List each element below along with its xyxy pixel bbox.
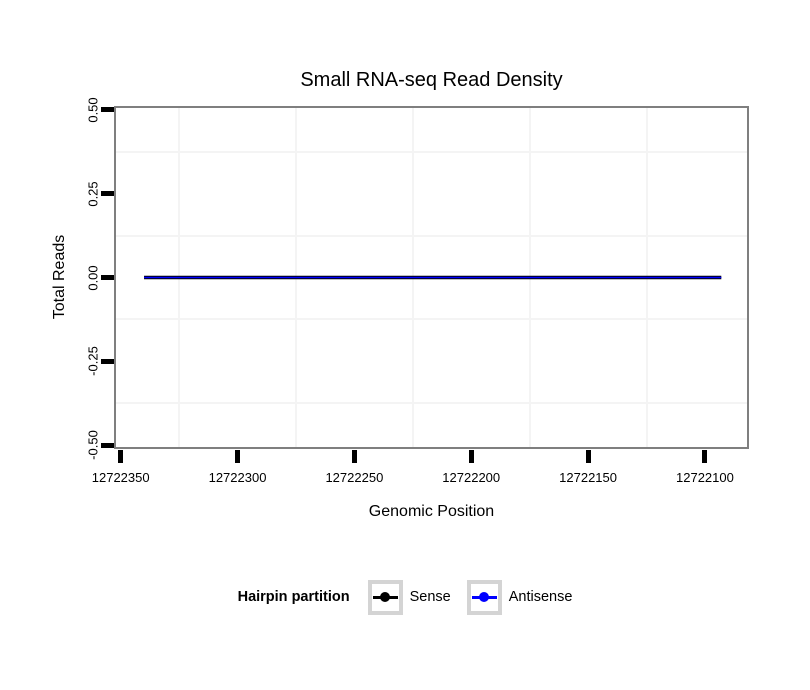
y-tick-label: -0.50: [85, 430, 101, 461]
x-tick-mark: [702, 450, 708, 463]
x-tick-mark: [468, 450, 474, 463]
legend-label: Sense: [409, 589, 451, 605]
legend-item-sense: Sense: [367, 579, 451, 615]
legend-key-sense: [367, 579, 403, 615]
x-tick-label: 12722150: [559, 470, 617, 485]
x-tick-label: 12722250: [325, 470, 384, 485]
y-tick-mark: [101, 107, 114, 113]
y-tick-label: 0.50: [85, 97, 101, 123]
y-tick-mark: [101, 358, 114, 364]
x-tick-label: 12722350: [91, 470, 150, 485]
y-tick-mark: [101, 191, 114, 197]
legend-key-dot: [479, 592, 490, 602]
legend-key-antisense: [466, 579, 502, 615]
minor-gridline-horizontal: [116, 318, 747, 321]
x-tick-label: 12722100: [676, 470, 734, 485]
y-tick-mark: [101, 275, 114, 280]
y-tick-label: -0.25: [85, 346, 101, 377]
series-plot: [144, 275, 722, 280]
y-tick-label: 0.25: [85, 180, 101, 207]
x-tick-mark: [585, 450, 591, 463]
minor-gridline-horizontal: [116, 234, 747, 237]
legend-item-antisense: Antisense: [466, 579, 573, 615]
legend-items: Sense Antisense: [367, 579, 573, 615]
y-tick-mark: [101, 442, 114, 448]
minor-gridline-horizontal: [116, 402, 747, 405]
x-tick-label: 12722200: [442, 470, 501, 485]
legend-key-dot: [380, 592, 391, 602]
y-tick-label: 0.00: [85, 264, 101, 291]
legend-title: Hairpin partition: [237, 589, 350, 605]
x-tick-mark: [235, 450, 241, 463]
x-tick-mark: [351, 450, 357, 463]
minor-gridline-horizontal: [116, 150, 747, 153]
plot-panel: [114, 106, 749, 449]
chart-title: Small RNA-seq Read Density: [300, 69, 563, 91]
x-axis-label: Genomic Position: [368, 503, 495, 520]
y-axis-label: Total Reads: [51, 234, 68, 320]
x-tick-label: 12722300: [208, 470, 267, 485]
legend-label: Antisense: [508, 589, 573, 605]
legend: Hairpin partition Sense Antisense: [0, 577, 810, 617]
x-tick-mark: [118, 450, 124, 463]
